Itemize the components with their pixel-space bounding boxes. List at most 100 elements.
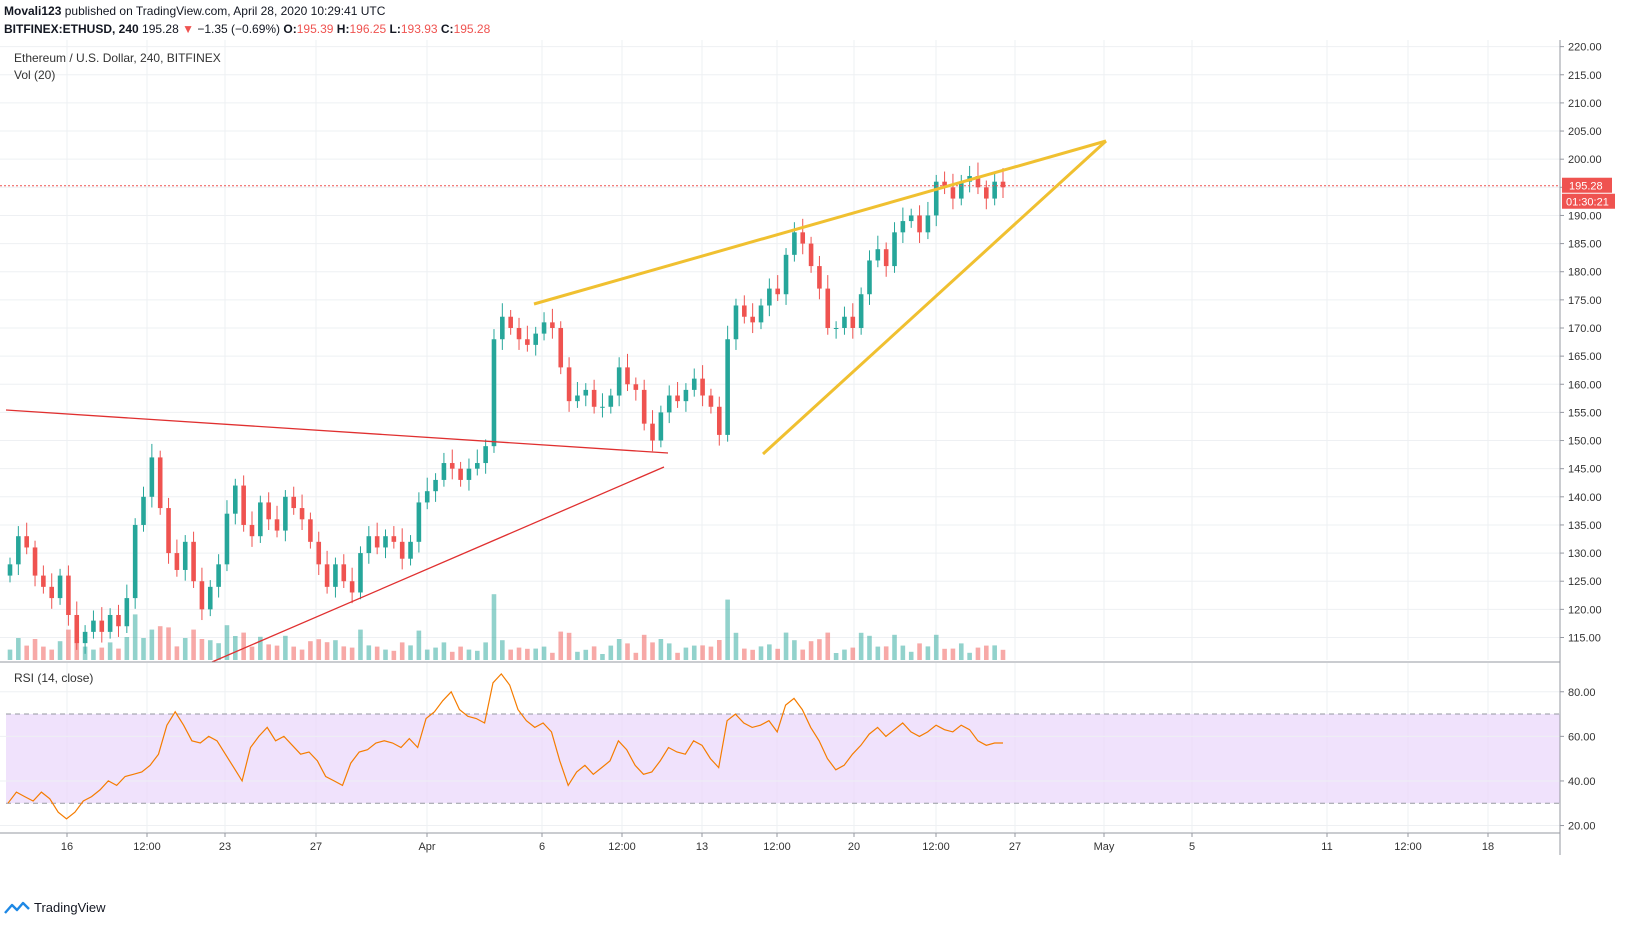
candle-body (541, 322, 547, 334)
candle-body (399, 541, 405, 559)
volume-bar (666, 643, 672, 660)
rsi-band (6, 714, 1560, 804)
candle-body (341, 564, 347, 582)
volume-bar (808, 641, 814, 660)
candle-body (141, 496, 146, 525)
volume-bar (833, 653, 839, 660)
candle-body (875, 249, 881, 261)
volume-bar (641, 634, 647, 660)
candle-body (950, 187, 956, 199)
volume-bar (341, 646, 347, 660)
price-tick-label: 215.00 (1568, 70, 1602, 82)
volume-bar (49, 649, 55, 660)
volume-bar (875, 646, 881, 660)
rsi-tick-label: 40.00 (1568, 776, 1596, 788)
open-label: O: (283, 22, 297, 36)
candle-body (733, 305, 739, 340)
candle-body (925, 215, 931, 233)
candle-body (775, 288, 780, 295)
volume-bar (241, 632, 246, 660)
candle-body (7, 564, 13, 576)
volume-bar (683, 647, 689, 660)
volume-bar (474, 650, 480, 660)
volume-bar (825, 632, 831, 660)
close-label: C: (440, 22, 454, 36)
rsi-label: RSI (14, close) (14, 671, 93, 685)
candle-body (416, 502, 422, 542)
low-value: 193.93 (400, 22, 438, 36)
candle-body (933, 181, 939, 216)
chart-canvas[interactable]: Ethereum / U.S. Dollar, 240, BITFINEX Vo… (0, 40, 1627, 895)
price-change: −1.35 (−0.69%) (197, 22, 281, 36)
volume-bar (391, 650, 397, 660)
volume-bar (525, 648, 530, 660)
triangle-upper-trendline[interactable] (5, 409, 669, 454)
volume-bar (650, 642, 655, 660)
volume-bar (675, 652, 680, 660)
last-price-badge-text: 195.28 (1569, 181, 1603, 193)
volume-bar (449, 651, 455, 660)
candle-body (408, 541, 413, 559)
candle-body (132, 524, 138, 599)
volume-bar (558, 631, 564, 660)
volume-bar (383, 649, 388, 660)
volume-bar (608, 645, 614, 660)
candle-body (124, 598, 130, 627)
volume-bar (358, 629, 363, 660)
volume-bar (591, 646, 597, 660)
time-tick-label: 12:00 (1394, 841, 1422, 853)
price-tick-label: 130.00 (1568, 548, 1602, 560)
volume-bar (783, 632, 789, 660)
volume-bar (750, 649, 755, 660)
volume-bar (191, 629, 196, 660)
volume-bar (892, 634, 897, 660)
candle-body (917, 215, 922, 233)
rsi-tick-label: 80.00 (1568, 687, 1596, 699)
volume-bar (967, 652, 972, 660)
candle-body (575, 395, 580, 402)
candle-body (174, 553, 180, 570)
candle-body (224, 513, 230, 565)
volume-bar (441, 642, 447, 660)
countdown-badge-text: 01:30:21 (1566, 197, 1609, 209)
author-name[interactable]: Movali123 (4, 4, 62, 18)
volume-bar (516, 647, 522, 660)
price-tick-label: 170.00 (1568, 323, 1602, 335)
price-tick-label: 180.00 (1568, 267, 1602, 279)
candle-body (1000, 181, 1006, 188)
volume-bar (858, 632, 864, 660)
candle-body (107, 614, 113, 632)
volume-label: Vol (20) (14, 68, 55, 82)
price-tick-label: 145.00 (1568, 464, 1602, 476)
candle-body (716, 406, 722, 435)
candlestick-series (7, 162, 1006, 654)
candle-body (942, 181, 947, 188)
wedge-upper-trendline[interactable] (533, 139, 1107, 306)
time-axis[interactable]: 16 12:00 23 27 Apr 6 12:00 13 12:00 20 12:00 27 May 5… (61, 833, 1494, 853)
volume-bar (508, 649, 513, 660)
triangle-lower-trendline[interactable] (211, 466, 665, 663)
candle-body (391, 536, 397, 542)
volume-bar (541, 646, 547, 660)
volume-bar (984, 645, 989, 660)
wedge-lower-trendline[interactable] (761, 139, 1108, 456)
rsi-axis[interactable]: 80.00 60.00 40.00 20.00 (1560, 687, 1596, 833)
volume-bar (99, 647, 105, 660)
close-value: 195.28 (453, 22, 491, 36)
footer-brand[interactable]: TradingView (34, 900, 106, 915)
trendline-drawings[interactable] (5, 139, 1108, 663)
candle-body (808, 243, 814, 267)
candle-body (591, 389, 597, 407)
volume-bar (349, 647, 355, 660)
volume-bar (950, 648, 956, 660)
volume-bar (775, 648, 780, 660)
rsi-tick-label: 60.00 (1568, 731, 1596, 743)
candle-body (283, 496, 288, 531)
time-tick-label: 6 (539, 841, 545, 853)
candle-body (608, 395, 614, 407)
open-value: 195.39 (296, 22, 334, 36)
price-tick-label: 125.00 (1568, 576, 1602, 588)
candle-body (116, 614, 121, 627)
candle-body (308, 519, 313, 542)
volume-bar (149, 629, 155, 660)
